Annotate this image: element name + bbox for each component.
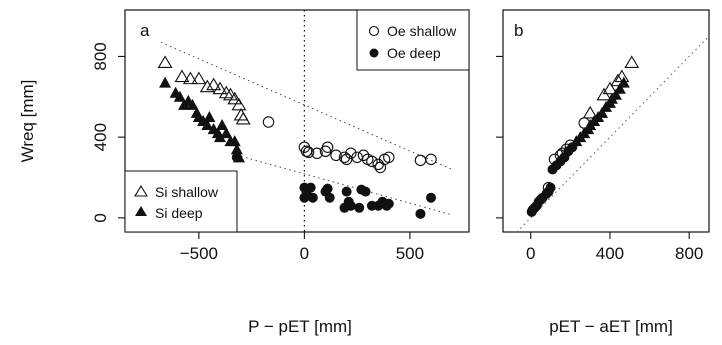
panel-a-si-deep-point — [173, 90, 186, 102]
panel-a-si-deep-point — [216, 119, 229, 131]
panel-b-letter: b — [514, 21, 523, 40]
panel-a-oe-deep-point — [341, 186, 352, 197]
panel-a-si-deep-point — [230, 143, 243, 155]
panel-b-one-to-one-line — [516, 35, 710, 233]
panel-a-oe-deep-point — [383, 198, 394, 209]
panel-a-x-tick-label: −500 — [180, 244, 218, 263]
panel-a-y-tick-label: 400 — [91, 123, 110, 151]
panel-b-oe-deep-point — [526, 206, 537, 217]
panel-a-x-tick-label: 0 — [300, 244, 309, 263]
panel-b-x-tick-label: 0 — [526, 244, 535, 263]
panel-a-oe-shallow-point — [262, 116, 275, 128]
panel-a-oe-deep-point — [415, 208, 426, 219]
legend-si-shallow-marker — [134, 184, 148, 197]
panel-a-oe-deep-point — [324, 192, 335, 203]
panel-a-frame — [124, 9, 470, 233]
panel-a-oe-deep-point — [322, 183, 333, 194]
panel-a-si-shallow-point — [235, 111, 251, 125]
panel-a-oe-shallow-point — [345, 147, 357, 160]
panel-a-oe-shallow-point — [425, 153, 437, 166]
panel-a-si-shallow-point — [182, 71, 198, 85]
panel-a-oe-shallow-point — [302, 146, 315, 159]
panel-a-oe-shallow-point — [383, 151, 395, 164]
panel-a-si-shallow-point — [157, 55, 173, 69]
panel-b-x-tick-label: 400 — [596, 244, 624, 263]
panel-a-si-shallow-point — [233, 107, 249, 121]
panel-a-oe-deep-point — [354, 202, 365, 213]
panel-a-si-deep-point — [186, 98, 199, 110]
panel-a-oe-deep-point — [345, 200, 356, 211]
panel-a-letter: a — [140, 21, 150, 40]
panel-a-oe-deep-point — [305, 182, 316, 193]
panel-b-x-tick-label: 800 — [675, 244, 703, 263]
panel-a-oe-shallow-point — [311, 147, 323, 160]
panel-a-si-deep-point — [228, 135, 241, 147]
y-axis-title: Wreq [mm] — [18, 80, 37, 163]
panel-a-y-tick-label: 800 — [91, 42, 110, 70]
panel-a-si-deep-point — [232, 151, 245, 163]
panel-a-oe-shallow-point — [414, 154, 427, 167]
panel-a-si-deep-point — [220, 127, 233, 139]
panel-b-oe-deep-point — [547, 164, 558, 175]
panel-a-plot: −500 0 500 0 400 800 — [91, 10, 453, 263]
panel-a-oe-shallow-point — [366, 155, 378, 168]
legend-oe-shallow-label: Oe shallow — [387, 23, 457, 39]
panel-a-oe-shallow-point — [321, 141, 334, 153]
panel-a-si-shallow-point — [199, 79, 215, 93]
panel-b-si-shallow-point — [610, 73, 626, 87]
legend-oe: Oe shallow Oe deep — [356, 9, 470, 71]
panel-a-si-shallow-point — [174, 69, 190, 83]
panel-b-si-shallow-point — [624, 55, 640, 69]
panel-a-x-axis-title: P − pET [mm] — [248, 317, 352, 336]
panel-b-si-shallow-point — [582, 105, 598, 119]
panel-a-si-shallow-point — [218, 85, 234, 99]
legend-si-deep-marker — [135, 206, 147, 216]
panel-a-oe-shallow-point — [374, 161, 387, 174]
legend-oe-deep-label: Oe deep — [387, 45, 441, 61]
panel-b-x-axis-title: pET − aET [mm] — [549, 317, 673, 336]
panel-a-oe-shallow-point — [357, 149, 370, 162]
panel-b-si-shallow-point — [596, 87, 612, 101]
panel-a-si-deep-point — [213, 131, 226, 143]
panel-a-si-shallow-point — [212, 81, 228, 95]
panel-a-oe-shallow-point — [338, 151, 351, 164]
panel-a-si-deep-point — [203, 110, 216, 122]
panel-a-si-deep-point — [159, 76, 172, 88]
panel-a-si-deep-point — [201, 119, 214, 131]
panel-a-si-shallow-point — [206, 77, 222, 91]
panel-a-x-tick-label: 500 — [396, 244, 424, 263]
legend-oe-deep-marker — [369, 48, 379, 58]
panel-a-si-shallow-point — [231, 97, 247, 111]
panel-b-frame — [502, 9, 710, 233]
panel-a-oe-deep-point — [307, 192, 318, 203]
legend-si: Si shallow Si deep — [124, 170, 238, 233]
panel-a-oe-deep-point — [360, 186, 371, 197]
legend-si-shallow-label: Si shallow — [155, 184, 219, 200]
panel-a-si-shallow-point — [227, 91, 243, 105]
panel-b-si-shallow-point — [602, 81, 618, 95]
panel-a-y-tick-label: 0 — [91, 213, 110, 222]
panel-a-oe-shallow-point — [330, 149, 342, 162]
legend-oe-shallow-marker — [368, 25, 380, 37]
panel-b-plot: 0 400 800 — [496, 35, 710, 263]
panel-a-oe-deep-point — [426, 192, 437, 203]
legend-si-deep-label: Si deep — [155, 205, 203, 221]
panel-a-si-shallow-point — [191, 71, 207, 85]
